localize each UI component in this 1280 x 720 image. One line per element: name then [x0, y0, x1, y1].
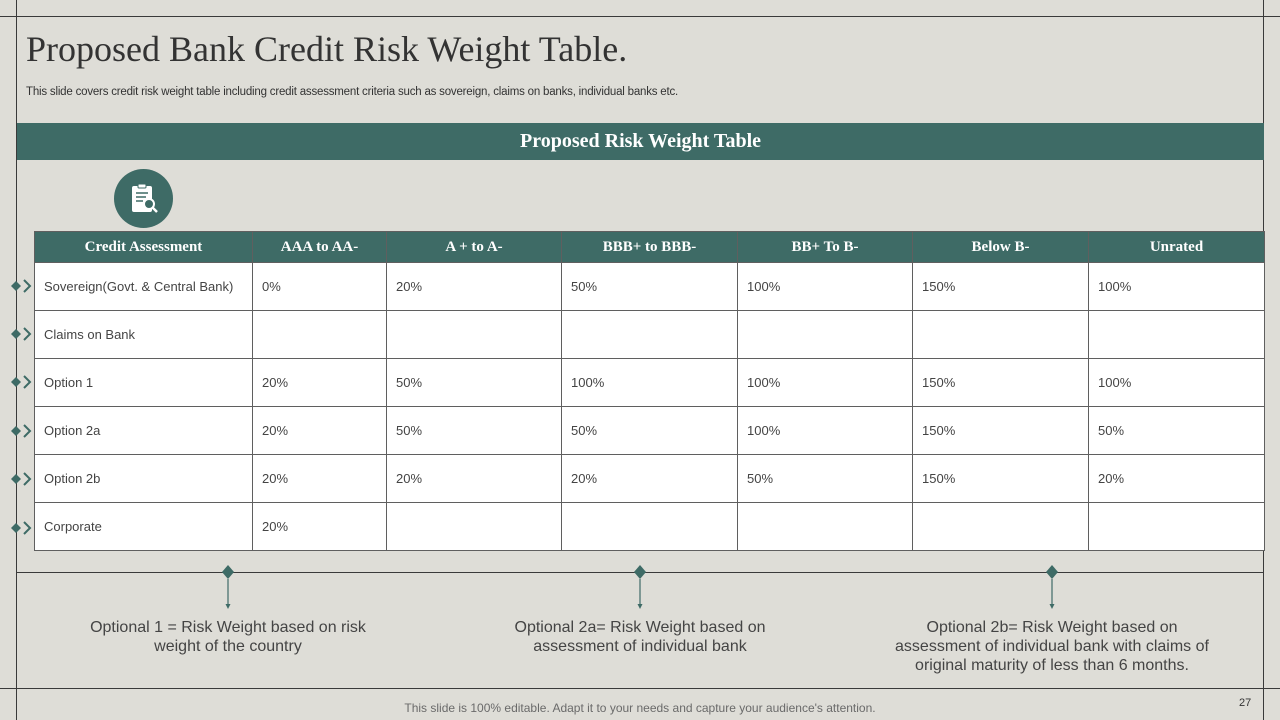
table-cell: 150% [912, 262, 1089, 311]
page-title: Proposed Bank Credit Risk Weight Table. [26, 29, 628, 69]
table-cell: 100% [737, 406, 913, 455]
table-cell: 50% [1088, 406, 1265, 455]
header-cell: BB+ To B- [737, 231, 913, 263]
table-cell: 50% [561, 262, 738, 311]
note-option-2b: Optional 2b= Risk Weight based on assess… [895, 619, 1209, 674]
table-cell: 100% [561, 358, 738, 407]
table-cell: 100% [1088, 262, 1265, 311]
table-row: Sovereign(Govt. & Central Bank) 0% 20% 5… [34, 262, 1265, 311]
table-row: Option 2a 20% 50% 50% 100% 150% 50% [34, 406, 1265, 455]
header-cell: Credit Assessment [34, 231, 253, 263]
table-cell [561, 502, 738, 551]
table-cell [912, 310, 1089, 359]
frame-line-top [0, 16, 1280, 17]
row-marker-icon [11, 424, 32, 438]
table-cell: 0% [252, 262, 387, 311]
header-cell: BBB+ to BBB- [561, 231, 738, 263]
table-cell [386, 502, 562, 551]
table-cell: 50% [386, 358, 562, 407]
table-cell: 20% [1088, 454, 1265, 503]
table-cell: 150% [912, 406, 1089, 455]
table-cell [1088, 502, 1265, 551]
row-marker-icon [11, 327, 32, 341]
table-cell [252, 310, 387, 359]
row-marker-icon [11, 375, 32, 389]
table-cell [386, 310, 562, 359]
table-cell: 150% [912, 454, 1089, 503]
table-banner: Proposed Risk Weight Table [17, 123, 1264, 160]
table-cell: Claims on Bank [34, 310, 253, 359]
page-subtitle: This slide covers credit risk weight tab… [26, 86, 679, 98]
table-cell: 150% [912, 358, 1089, 407]
table-cell: 20% [252, 406, 387, 455]
table-row: Corporate 20% [34, 502, 1265, 551]
table-cell: 50% [737, 454, 913, 503]
connector-arrow-icon [1046, 565, 1058, 609]
table-cell: 20% [561, 454, 738, 503]
note-option-1: Optional 1 = Risk Weight based on risk w… [90, 619, 366, 655]
table-cell: Corporate [34, 502, 253, 551]
table-cell: 100% [737, 358, 913, 407]
table-row: Option 2b 20% 20% 20% 50% 150% 20% [34, 454, 1265, 503]
table-cell [1088, 310, 1265, 359]
table-cell: 50% [561, 406, 738, 455]
table-cell [737, 502, 913, 551]
table-cell [561, 310, 738, 359]
table-row: Option 1 20% 50% 100% 100% 150% 100% [34, 358, 1265, 407]
table-cell: 20% [252, 454, 387, 503]
frame-line-left [16, 0, 17, 720]
row-marker-icon [11, 279, 32, 293]
table-cell: 20% [386, 262, 562, 311]
connector-arrow-icon [634, 565, 646, 609]
header-cell: Unrated [1088, 231, 1265, 263]
table-cell [737, 310, 913, 359]
table-cell: Option 2a [34, 406, 253, 455]
table-cell: Option 2b [34, 454, 253, 503]
table-cell: 20% [252, 502, 387, 551]
table-cell: 100% [737, 262, 913, 311]
header-cell: AAA to AA- [252, 231, 387, 263]
row-marker-icon [11, 472, 32, 486]
banner-title: Proposed Risk Weight Table [520, 130, 761, 152]
table-header-row: Credit Assessment AAA to AA- A + to A- B… [34, 231, 1265, 263]
note-option-2a: Optional 2a= Risk Weight based on assess… [514, 619, 766, 655]
table-cell: Option 1 [34, 358, 253, 407]
table-row: Claims on Bank [34, 310, 1265, 359]
table-cell: 100% [1088, 358, 1265, 407]
table-cell: 50% [386, 406, 562, 455]
row-marker-icon [11, 521, 32, 535]
table-cell: 20% [386, 454, 562, 503]
table-cell: 20% [252, 358, 387, 407]
footer-text: This slide is 100% editable. Adapt it to… [404, 701, 876, 715]
table-cell: Sovereign(Govt. & Central Bank) [34, 262, 253, 311]
page-number: 27 [1239, 697, 1252, 709]
frame-line-footer [0, 688, 1280, 689]
header-cell: Below B- [912, 231, 1089, 263]
clipboard-search-icon [114, 169, 173, 228]
risk-weight-table: Credit Assessment AAA to AA- A + to A- B… [34, 231, 1265, 551]
table-cell [912, 502, 1089, 551]
connector-arrow-icon [222, 565, 234, 609]
header-cell: A + to A- [386, 231, 562, 263]
